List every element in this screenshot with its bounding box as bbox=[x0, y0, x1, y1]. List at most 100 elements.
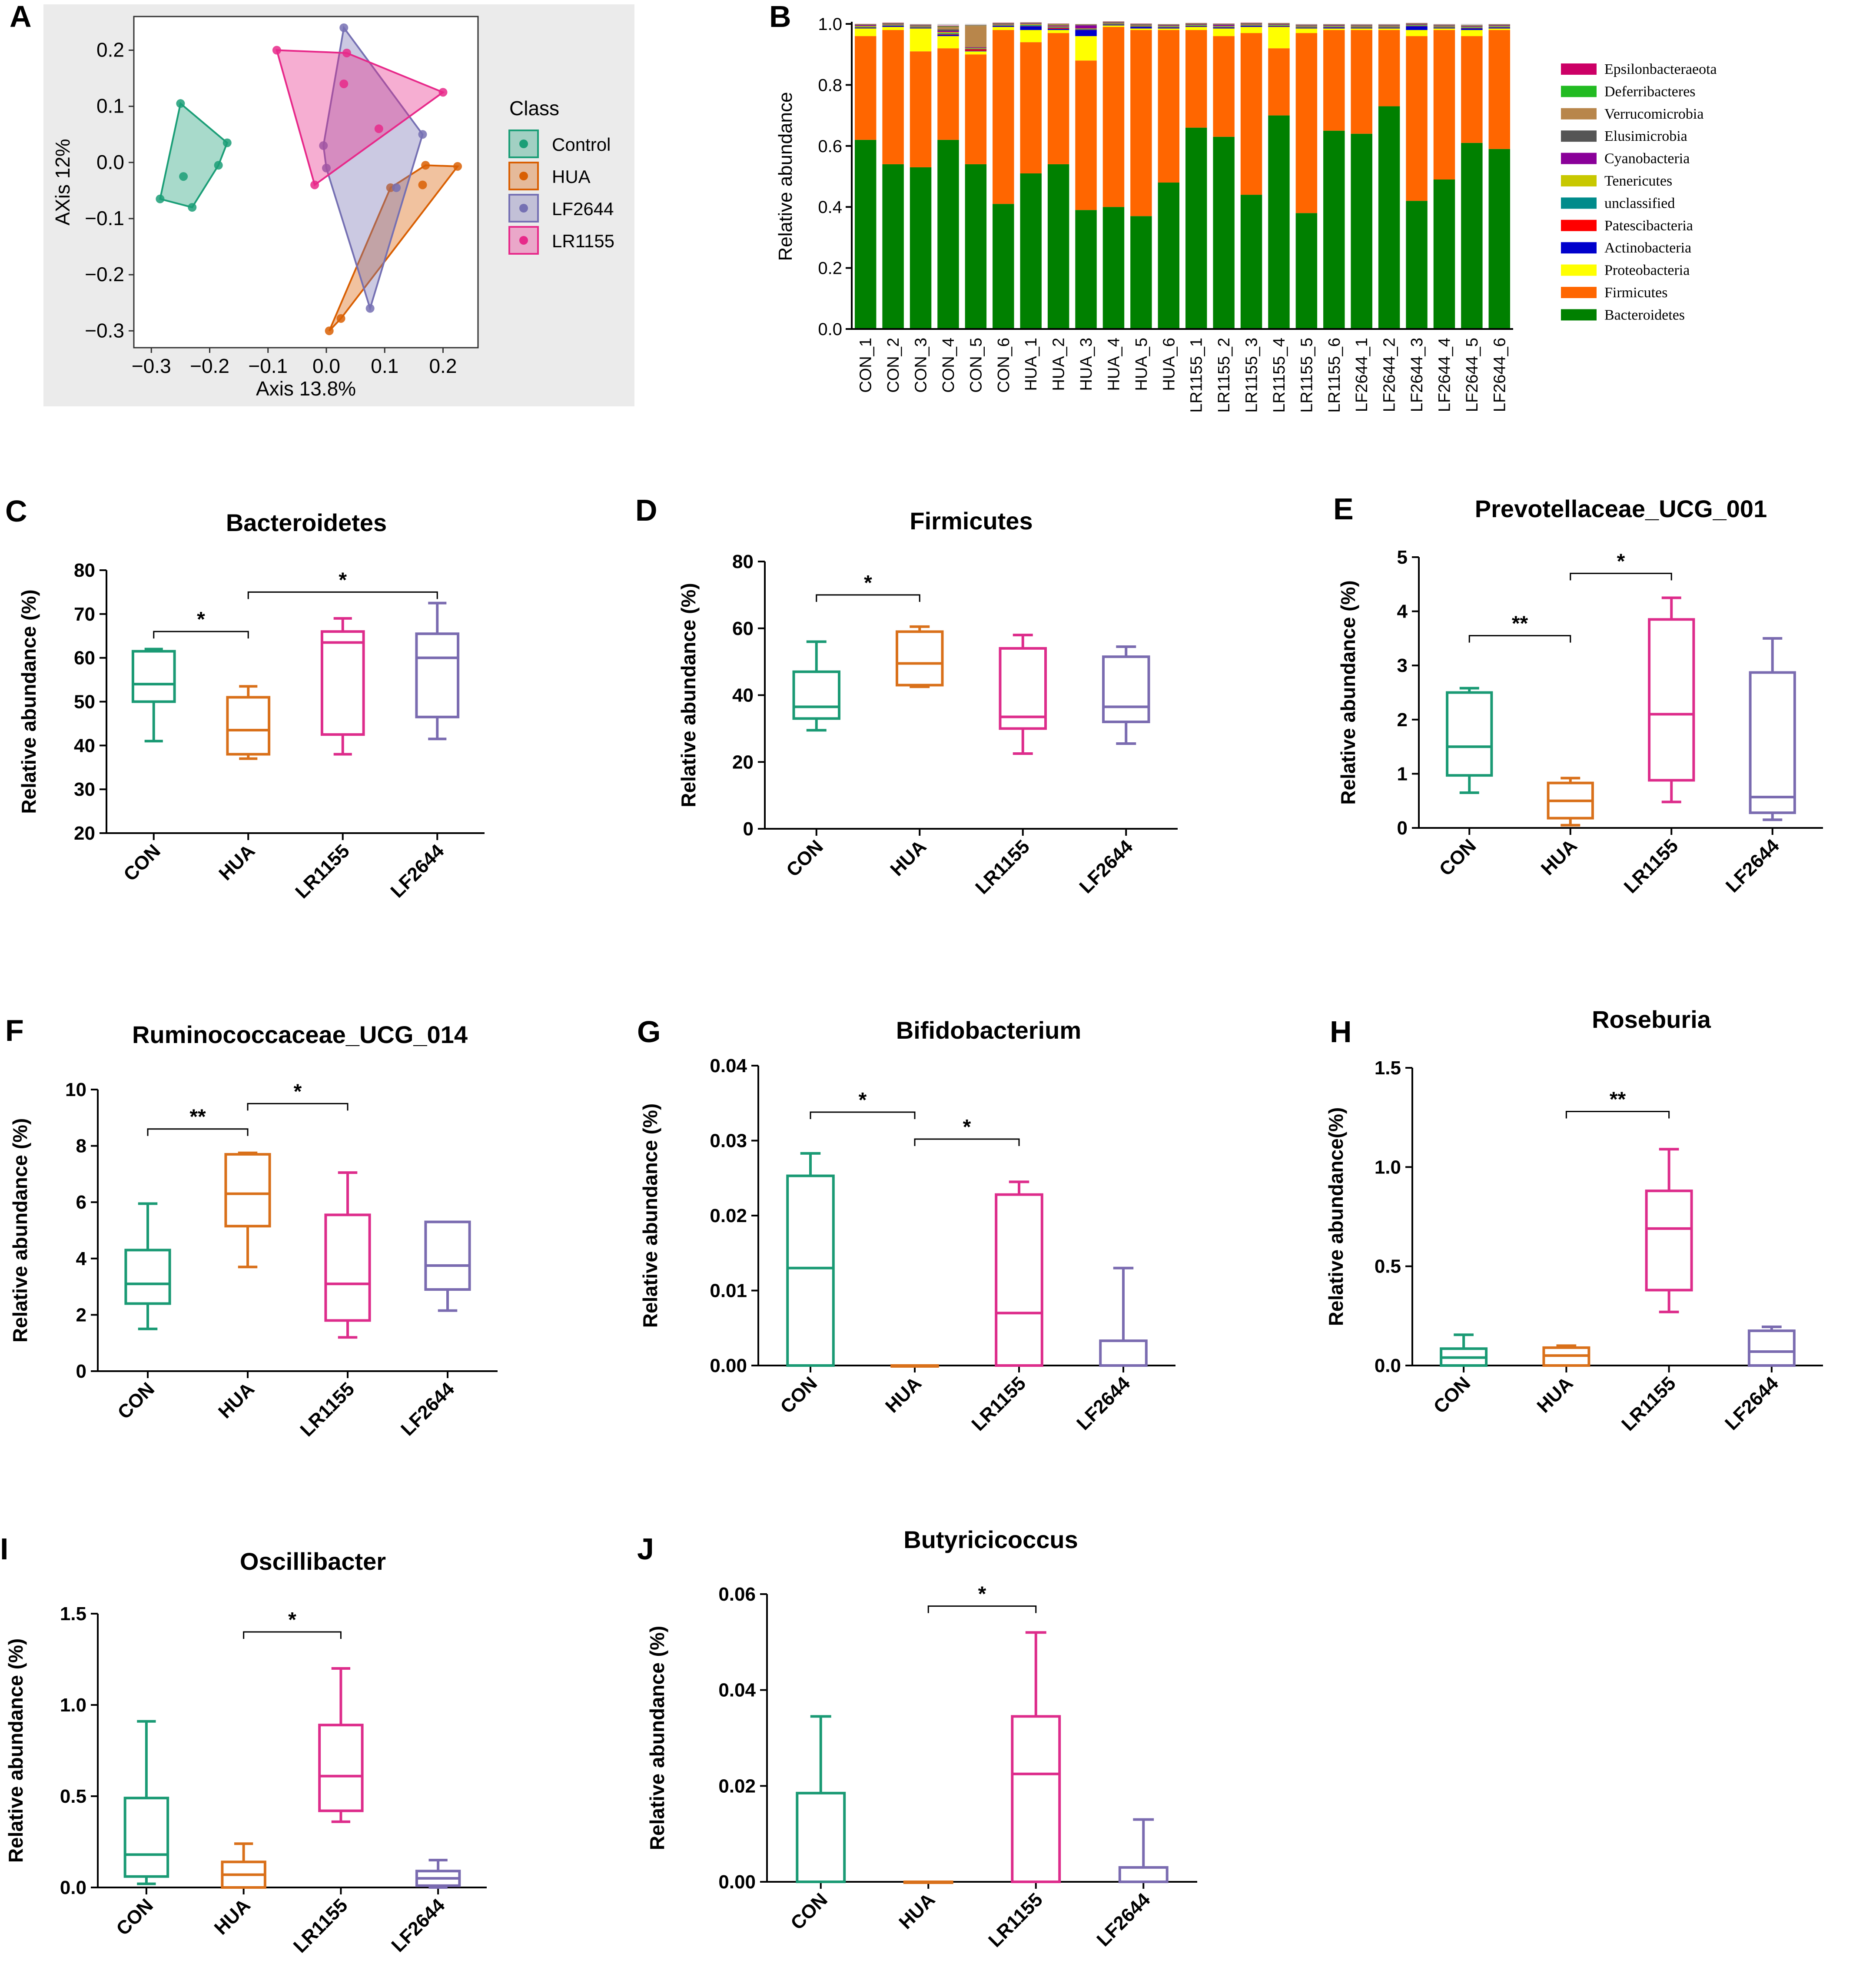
significance-bracket bbox=[1565, 1110, 1670, 1119]
box-con bbox=[1446, 691, 1493, 777]
panel-d-boxplot: D Firmicutes 0 20 40 60 80 Relative abundance (… bbox=[635, 493, 1178, 898]
bar-segment-bacteroidetes bbox=[910, 167, 932, 329]
bar-segment-firmicutes bbox=[910, 51, 932, 167]
bar-segment-patescibacteria bbox=[1433, 27, 1455, 28]
category-label: LR1155_4 bbox=[1270, 338, 1288, 413]
y-tick-label: 0.01 bbox=[710, 1280, 747, 1302]
box-lr1155 bbox=[1645, 1190, 1693, 1292]
category-label: LR1155 bbox=[1620, 835, 1683, 897]
significance-bracket bbox=[247, 1103, 349, 1111]
y-tick-label: 1.0 bbox=[818, 15, 842, 34]
legend-swatch-cyanobacteria bbox=[1561, 153, 1597, 164]
y-tick-label: 5 bbox=[1397, 547, 1408, 568]
legend-swatch-proteobacteria bbox=[1561, 264, 1597, 276]
y-axis-label: AXis 12% bbox=[51, 139, 74, 225]
y-tick-label: 0.02 bbox=[710, 1205, 747, 1226]
y-tick-label: 0.6 bbox=[818, 137, 842, 156]
legend-label-actinobacteria: Actinobacteria bbox=[1604, 240, 1691, 256]
category-label: CON_5 bbox=[967, 338, 985, 393]
y-axis-label: Relative abundance (%) bbox=[677, 583, 700, 807]
bar-segment-proteobacteria bbox=[1461, 30, 1483, 37]
point-control bbox=[179, 172, 188, 181]
y-tick-label: 1 bbox=[1397, 763, 1408, 784]
legend-label-firmicutes: Firmicutes bbox=[1604, 285, 1667, 301]
category-label: CON bbox=[112, 1894, 157, 1940]
y-tick-label: 30 bbox=[74, 779, 95, 800]
point-hua bbox=[325, 326, 334, 336]
category-label: LR1155 bbox=[984, 1889, 1047, 1951]
box-lf2644 bbox=[1118, 1866, 1169, 1883]
category-label: CON bbox=[787, 1889, 832, 1934]
bar-segment-proteobacteria bbox=[965, 51, 987, 55]
bar-segment-deferribacteres bbox=[1185, 23, 1207, 24]
bar-segment-proteobacteria bbox=[937, 36, 959, 49]
bar-segment-tenericutes bbox=[1020, 24, 1042, 25]
bar-segment-bacteroidetes bbox=[1130, 216, 1152, 329]
y-axis-label: Relative abundance (%) bbox=[9, 1118, 31, 1342]
bar-segment-proteobacteria bbox=[1351, 28, 1372, 30]
category-label: LR1155 bbox=[291, 840, 354, 903]
legend-swatch-verrucomicrobia bbox=[1561, 108, 1597, 120]
bar-segment-patescibacteria bbox=[1185, 26, 1207, 27]
bar-segment-proteobacteria bbox=[1047, 30, 1069, 33]
bar-segment-actinobacteria bbox=[937, 35, 959, 37]
point-lf2644 bbox=[339, 23, 349, 32]
panel-letter-a: A bbox=[10, 0, 32, 33]
box-lf2644 bbox=[1102, 655, 1150, 723]
significance-bracket bbox=[247, 591, 438, 599]
bar-segment-firmicutes bbox=[1323, 30, 1345, 131]
bar-segment-proteobacteria bbox=[1268, 27, 1290, 49]
point-hua bbox=[418, 180, 427, 189]
panel-c-boxplot: C Bacteroidetes 20 30 40 50 60 70 80 Relative abu… bbox=[5, 494, 485, 903]
bar-segment-patescibacteria bbox=[965, 49, 987, 51]
bar-segment-cyanobacteria bbox=[1047, 26, 1069, 27]
y-tick-label: 60 bbox=[732, 618, 754, 639]
bar-segment-cyanobacteria bbox=[1406, 24, 1428, 25]
y-tick-label: 10 bbox=[65, 1079, 86, 1100]
bar-segment-unclassified bbox=[1047, 27, 1069, 28]
bar-segment-proteobacteria bbox=[1158, 28, 1180, 30]
panel-letter-c: C bbox=[5, 494, 27, 528]
significance-bracket bbox=[810, 1111, 916, 1119]
bar-segment-firmicutes bbox=[1351, 30, 1372, 134]
bar-segment-bacteroidetes bbox=[1213, 136, 1235, 329]
category-label: CON_6 bbox=[995, 338, 1013, 393]
category-label: LF2644_3 bbox=[1408, 338, 1426, 412]
bar-segment-firmicutes bbox=[937, 48, 959, 140]
panel-b-stacked-bars: B CON_1 CON_2 CON_3 CON_4 CON_5 CON_6 HUA_1 HUA_… bbox=[769, 0, 1717, 413]
significance-bracket bbox=[153, 631, 249, 639]
bar-segment-patescibacteria bbox=[1020, 26, 1042, 27]
point-lf2644 bbox=[319, 141, 328, 150]
bar-segment-verrucomicrobia bbox=[1102, 22, 1125, 23]
bar-segment-elusimicrobia bbox=[882, 23, 904, 24]
category-label: HUA bbox=[895, 1889, 939, 1933]
y-tick-label: 0.04 bbox=[718, 1680, 756, 1701]
box-hua bbox=[224, 1153, 271, 1228]
bar-segment-verrucomicrobia bbox=[1295, 25, 1318, 26]
panel-h-boxplot: H Roseburia 0.0 0.5 1.0 1.5 Relative abundance… bbox=[1325, 1006, 1823, 1435]
x-tick-label: −0.2 bbox=[190, 355, 229, 377]
panel-e-boxplot: E Prevotellaceae_UCG_001 0 1 2 3 4 5 Relative ab… bbox=[1333, 492, 1823, 897]
bar-segment-patescibacteria bbox=[1158, 27, 1180, 28]
bar-segment-bacteroidetes bbox=[882, 164, 904, 329]
bar-segment-actinobacteria bbox=[1158, 27, 1180, 29]
bar-segment-deferribacteres bbox=[1075, 24, 1097, 25]
point-control bbox=[214, 161, 223, 170]
category-label: LR1155 bbox=[296, 1378, 359, 1441]
legend-dot-control bbox=[519, 140, 528, 148]
box-con bbox=[123, 1797, 169, 1878]
bar-segment-bacteroidetes bbox=[1461, 143, 1483, 329]
chart-title: Firmicutes bbox=[910, 507, 1033, 535]
box-lr1155 bbox=[999, 647, 1047, 730]
y-tick-label: 2 bbox=[1397, 709, 1408, 731]
significance-bracket bbox=[147, 1128, 249, 1136]
point-lr1155 bbox=[339, 79, 349, 88]
category-label: HUA bbox=[886, 836, 930, 880]
bar-segment-firmicutes bbox=[1020, 42, 1042, 173]
bar-segment-epsilonbacteraeota bbox=[1047, 23, 1069, 24]
bar-segment-proteobacteria bbox=[1323, 28, 1345, 30]
y-tick-label: 60 bbox=[74, 648, 95, 669]
bar-segment-firmicutes bbox=[1075, 60, 1097, 210]
box-lr1155 bbox=[995, 1193, 1043, 1367]
point-hua bbox=[421, 161, 430, 170]
